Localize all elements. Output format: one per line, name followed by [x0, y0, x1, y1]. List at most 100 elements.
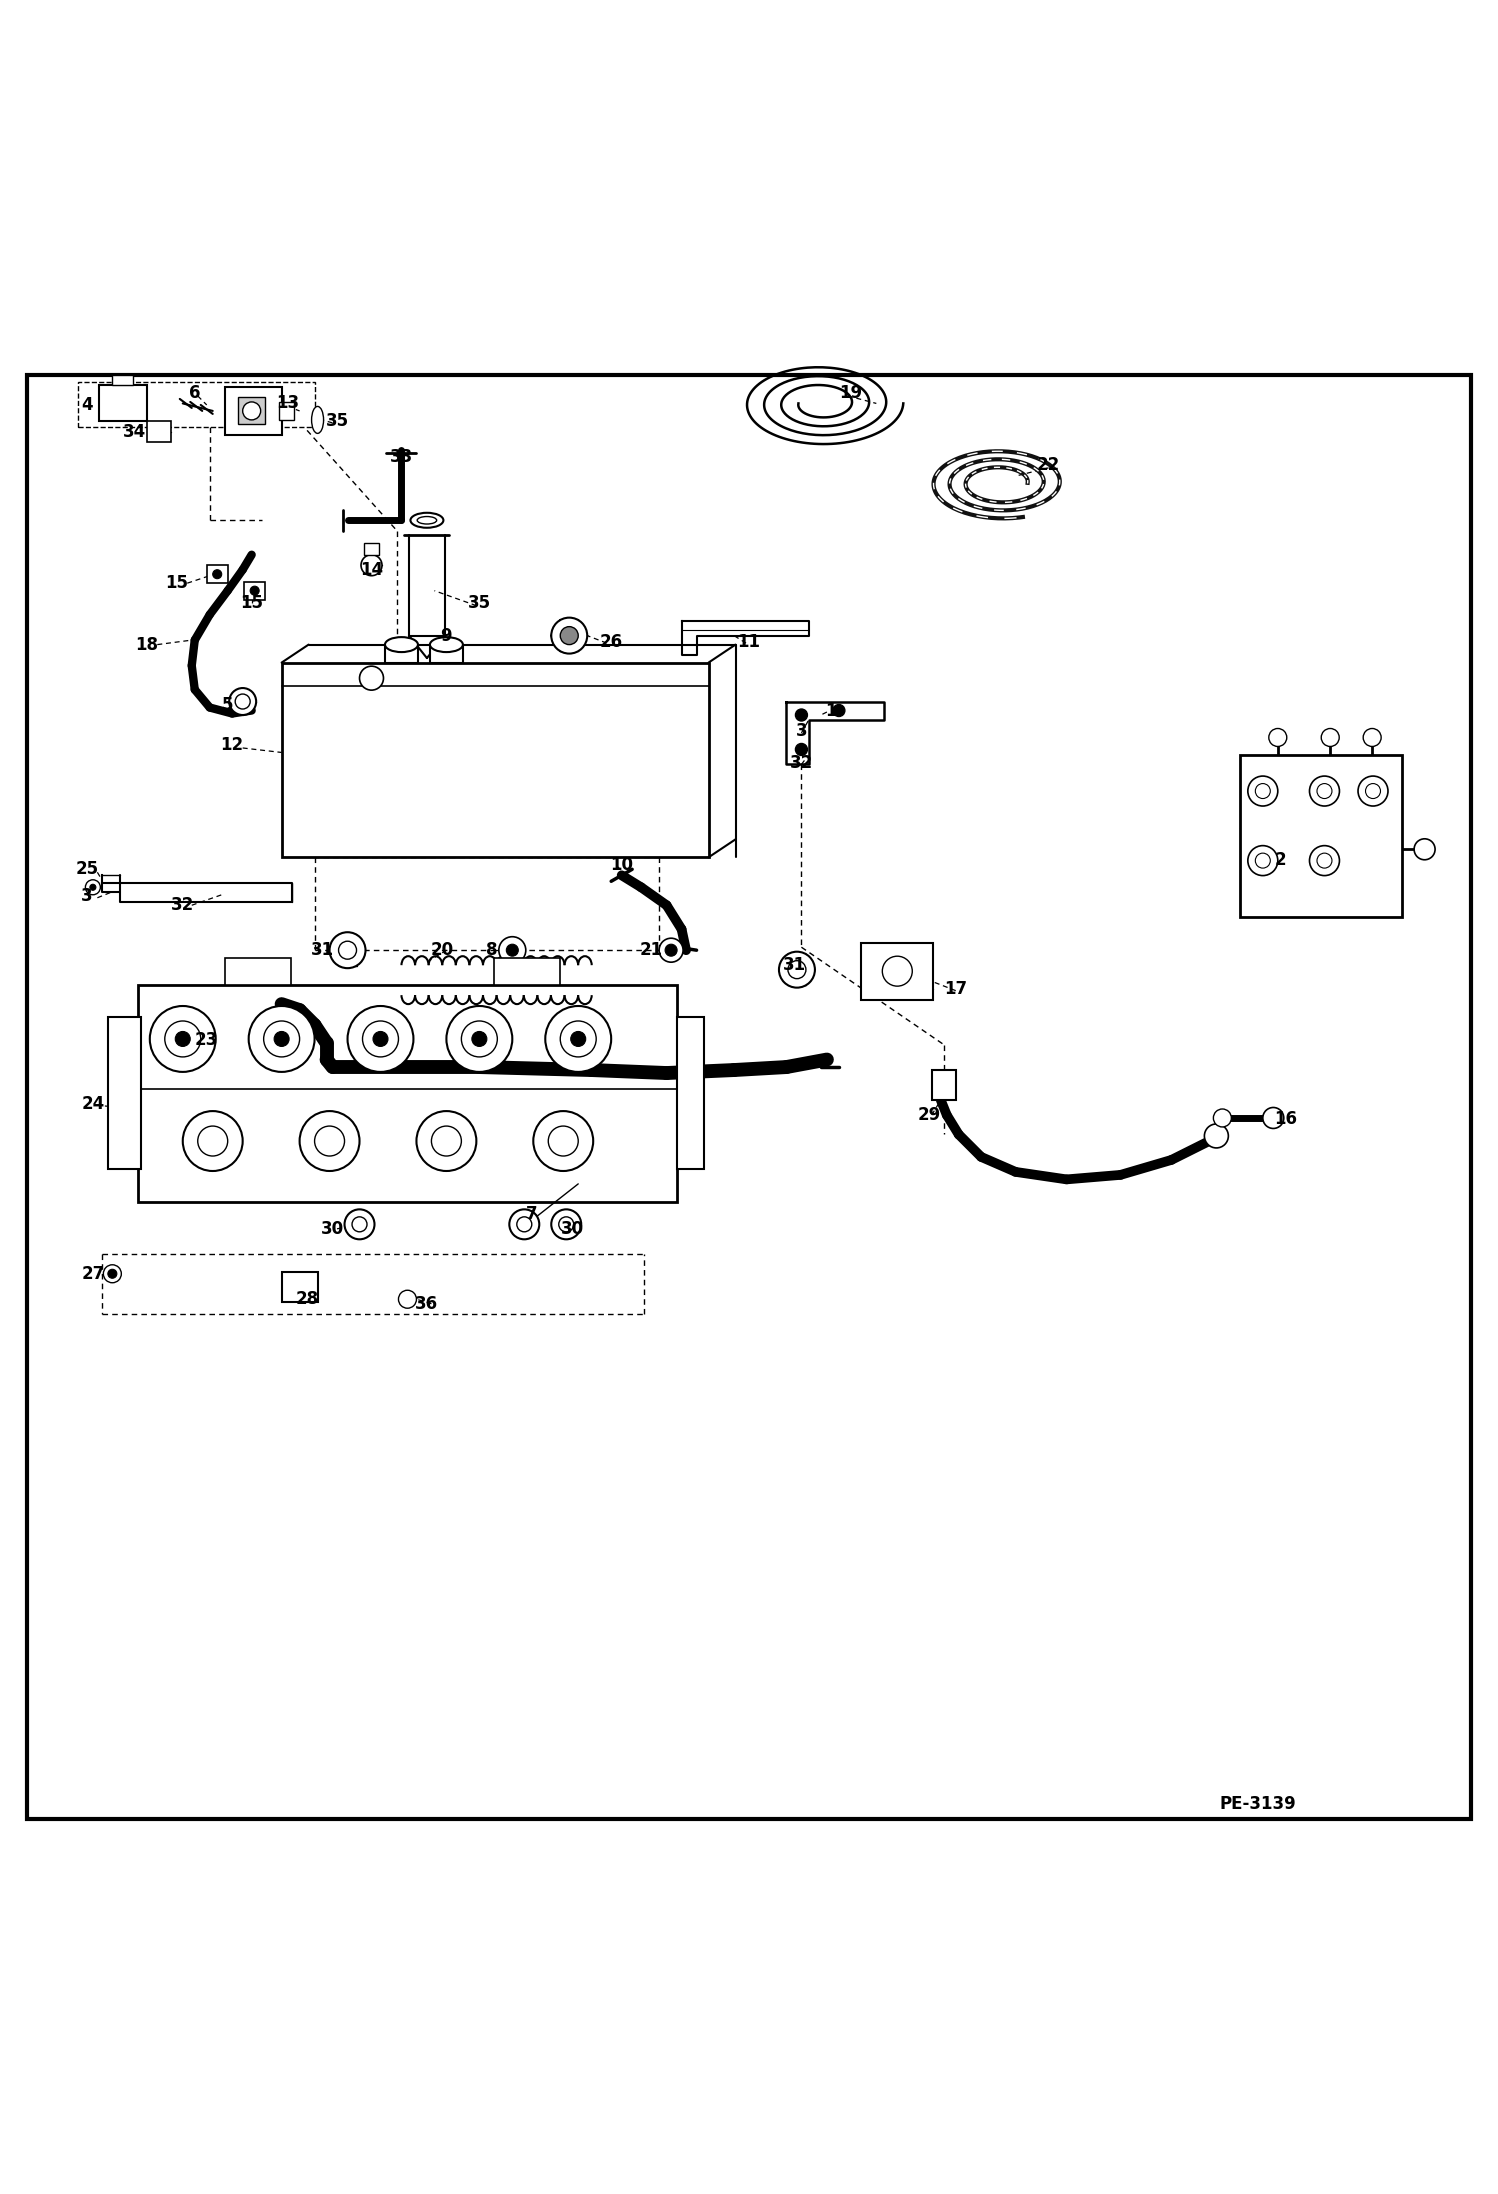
Circle shape — [360, 667, 383, 691]
Text: 4: 4 — [81, 395, 93, 415]
Circle shape — [229, 689, 256, 715]
Bar — [99, 386, 147, 421]
Circle shape — [509, 1209, 539, 1240]
Text: 2: 2 — [1275, 851, 1287, 869]
Text: 24: 24 — [81, 1095, 105, 1115]
Bar — [108, 1018, 141, 1169]
Text: 14: 14 — [360, 562, 383, 579]
Circle shape — [461, 1020, 497, 1058]
Bar — [238, 397, 265, 423]
Bar — [1240, 755, 1402, 917]
Circle shape — [1248, 845, 1278, 875]
Circle shape — [1204, 1123, 1228, 1147]
Circle shape — [85, 880, 100, 895]
Circle shape — [551, 1209, 581, 1240]
Text: 12: 12 — [220, 735, 244, 755]
Bar — [861, 943, 933, 1000]
Text: 35: 35 — [467, 595, 491, 612]
Circle shape — [348, 1007, 413, 1073]
Bar — [677, 1018, 704, 1169]
Circle shape — [788, 961, 806, 979]
Circle shape — [416, 1110, 476, 1172]
Text: 1: 1 — [825, 702, 837, 720]
Circle shape — [431, 1126, 461, 1156]
Circle shape — [472, 1031, 487, 1047]
Circle shape — [551, 619, 587, 654]
Circle shape — [882, 957, 912, 985]
Text: 30: 30 — [560, 1220, 584, 1237]
Bar — [225, 959, 291, 985]
Circle shape — [175, 1031, 190, 1047]
Text: 35: 35 — [325, 412, 349, 430]
Circle shape — [315, 1126, 345, 1156]
Text: 10: 10 — [610, 856, 634, 873]
Bar — [138, 985, 677, 1202]
Bar — [385, 645, 418, 663]
Text: 20: 20 — [430, 941, 454, 959]
Circle shape — [183, 1110, 243, 1172]
Circle shape — [1317, 853, 1332, 869]
Bar — [932, 1071, 956, 1099]
Circle shape — [363, 1020, 398, 1058]
Circle shape — [779, 952, 815, 987]
Circle shape — [533, 1110, 593, 1172]
Text: PE-3139: PE-3139 — [1219, 1795, 1297, 1812]
Text: 3: 3 — [795, 722, 807, 742]
Ellipse shape — [430, 636, 463, 652]
Circle shape — [1321, 728, 1339, 746]
Text: 28: 28 — [295, 1290, 319, 1308]
Bar — [364, 542, 379, 555]
Circle shape — [1255, 783, 1270, 799]
Bar — [207, 566, 228, 584]
Circle shape — [235, 693, 250, 709]
Circle shape — [1213, 1108, 1231, 1128]
Bar — [494, 959, 560, 985]
Circle shape — [352, 1218, 367, 1231]
Text: 31: 31 — [782, 957, 806, 974]
Circle shape — [1366, 783, 1381, 799]
Bar — [282, 1273, 318, 1303]
Circle shape — [560, 627, 578, 645]
Circle shape — [90, 884, 96, 891]
Text: 15: 15 — [240, 595, 264, 612]
Text: 27: 27 — [81, 1264, 105, 1283]
Circle shape — [1309, 845, 1339, 875]
Circle shape — [339, 941, 357, 959]
Bar — [112, 375, 133, 386]
Circle shape — [560, 1020, 596, 1058]
Circle shape — [446, 1007, 512, 1073]
Text: 9: 9 — [440, 627, 452, 645]
Text: 32: 32 — [789, 755, 813, 772]
Circle shape — [833, 704, 845, 717]
Circle shape — [1317, 783, 1332, 799]
Text: 29: 29 — [917, 1106, 941, 1123]
Circle shape — [1255, 853, 1270, 869]
Text: 11: 11 — [737, 632, 761, 652]
Circle shape — [250, 586, 259, 595]
Text: 5: 5 — [222, 695, 234, 713]
Text: 19: 19 — [839, 384, 863, 402]
Circle shape — [361, 555, 382, 575]
Circle shape — [213, 570, 222, 579]
Circle shape — [165, 1020, 201, 1058]
Circle shape — [345, 1209, 374, 1240]
Circle shape — [330, 932, 366, 968]
Circle shape — [545, 1007, 611, 1073]
Circle shape — [274, 1031, 289, 1047]
Circle shape — [1269, 728, 1287, 746]
Text: 31: 31 — [310, 941, 334, 959]
Bar — [147, 421, 171, 443]
Circle shape — [1363, 728, 1381, 746]
Circle shape — [108, 1270, 117, 1279]
Text: 36: 36 — [415, 1294, 439, 1312]
Circle shape — [249, 1007, 315, 1073]
Bar — [279, 402, 294, 419]
Circle shape — [499, 937, 526, 963]
Text: 18: 18 — [135, 636, 159, 654]
Text: 22: 22 — [1037, 456, 1061, 474]
Ellipse shape — [416, 516, 437, 524]
Bar — [244, 581, 265, 599]
Text: 15: 15 — [165, 575, 189, 592]
Text: 23: 23 — [195, 1031, 219, 1049]
Circle shape — [198, 1126, 228, 1156]
